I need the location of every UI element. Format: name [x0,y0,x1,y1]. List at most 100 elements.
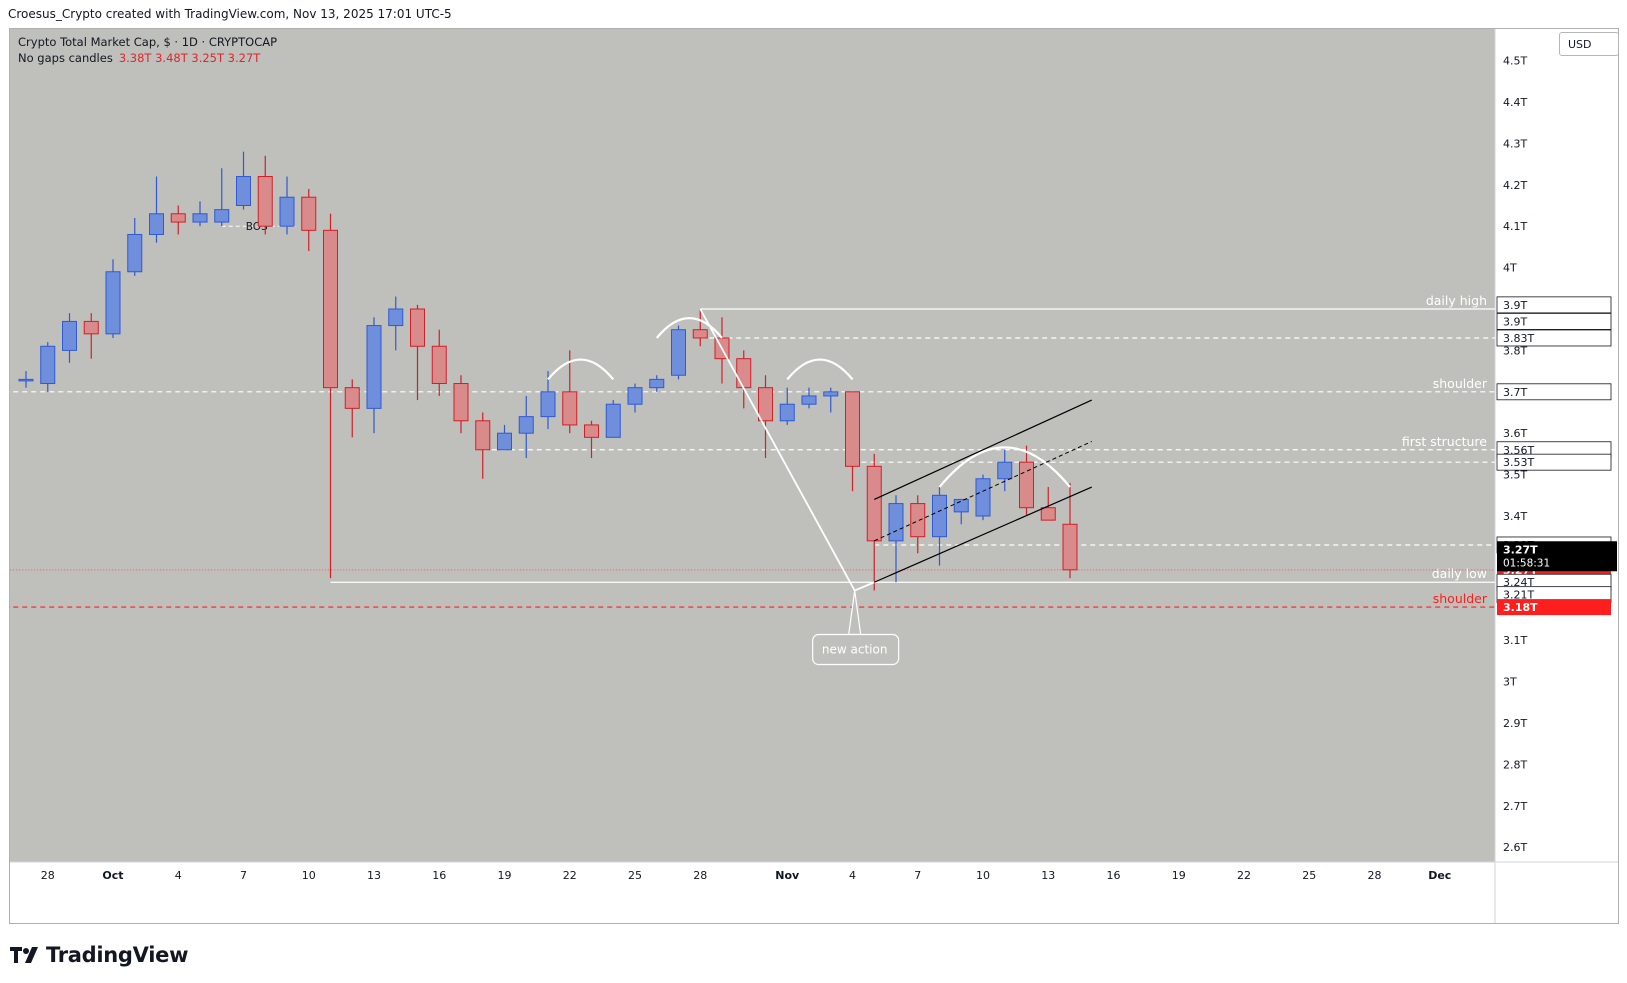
currency-button[interactable]: USD [1559,32,1619,56]
candle [83,313,99,359]
candle-body [431,345,447,385]
candle [540,371,556,430]
candle [888,495,904,583]
candle-body [453,383,469,422]
chart-legend: Crypto Total Market Cap, $ · 1D · CRYPTO… [18,34,277,66]
candle [1062,482,1078,579]
candle-body [170,213,186,223]
candle-body [214,209,230,223]
level-label: daily high [1426,293,1487,308]
price-badge-text: 3.9T [1503,315,1527,328]
price-tick-label: 4.3T [1503,137,1527,150]
candle [997,449,1013,492]
candle [257,155,273,235]
candle-body [1019,461,1034,509]
candle [170,205,186,235]
channel-upper [874,399,1092,500]
trend-line [854,581,875,592]
candle [344,379,360,438]
candle [105,259,121,338]
tradingview-branding: TradingView [10,938,188,972]
time-tick-label: 4 [849,869,856,882]
price-tick-label: 2.8T [1503,758,1527,771]
callout-text: new action [822,643,888,657]
price-tick-label: 4T [1503,262,1517,275]
candle-body [975,478,991,517]
study-name[interactable]: No gaps candles [18,51,113,65]
price-tick-label: 3.5T [1503,469,1527,482]
candle [388,296,404,351]
level-label: first structure [1402,434,1487,449]
candle-body [953,498,969,513]
candle-body [540,391,556,418]
candle-body [866,465,882,542]
candles [18,151,1078,591]
price-badge-text: 3.7T [1503,386,1527,399]
time-tick-label: 25 [1302,869,1316,882]
candle [323,213,338,579]
symbol-title[interactable]: Crypto Total Market Cap, $ · 1D · CRYPTO… [18,35,278,49]
price-badge-text: 3.18T [1503,601,1538,614]
arc-marker [786,358,854,381]
candle [866,453,882,591]
tradingview-wordmark: TradingView [46,943,189,967]
candle [127,217,143,276]
level-label: shoulder [1433,376,1488,391]
price-badge [1496,329,1612,347]
ohlc-values: 3.38T 3.48T 3.25T 3.27T [118,51,261,65]
candle [410,304,425,401]
time-tick-label: 13 [367,869,381,882]
candle [279,176,295,235]
countdown-text: 01:58:31 [1503,557,1550,569]
price-chart[interactable]: 2.6T2.7T2.8T2.9T3T3.1T3.2T3.3T3.4T3.5T3.… [4,28,1619,924]
price-tick-label: 3T [1503,676,1517,689]
price-tick-label: 2.9T [1503,717,1527,730]
time-tick-label: 28 [41,869,55,882]
candle-body [236,176,251,207]
candle-body [605,403,621,438]
price-tick-label: 3.1T [1503,634,1527,647]
price-tick-label: 4.5T [1503,55,1527,68]
price-badge-text: 3.56T [1503,444,1534,457]
candle-body [192,213,208,223]
price-badge [1496,313,1612,330]
candle [671,325,686,380]
time-tick-label: 10 [976,869,990,882]
candle-body [758,387,773,422]
time-tick-label: 7 [240,869,247,882]
chart-frame[interactable]: 2.6T2.7T2.8T2.9T3T3.1T3.2T3.3T3.4T3.5T3.… [4,28,1619,924]
price-badge [1497,599,1611,616]
attribution-bar: Croesus_Crypto created with TradingView.… [0,0,1627,28]
candle-body [105,271,121,335]
price-badge-text: 3.24T [1503,576,1534,589]
candle-body [497,432,512,451]
time-tick-label: Nov [775,869,800,882]
candle [301,188,317,252]
time-tick-label: 22 [1237,869,1251,882]
candle [649,375,665,392]
price-tick-label: 4.1T [1503,220,1527,233]
time-axis-panel [9,862,1495,924]
level-label: shoulder [1433,591,1488,606]
price-badge-text: 3.53T [1503,456,1534,469]
candle [1019,445,1034,516]
arc-marker [547,358,615,381]
candle [497,424,512,451]
channel-lower [874,486,1092,583]
candle-body [279,196,295,227]
candle [562,350,578,434]
chart-border [9,28,1619,924]
time-tick-label: 22 [563,869,577,882]
time-tick-label: 10 [302,869,316,882]
channel-middle [874,441,1092,542]
price-badge-text: 3.21T [1503,589,1534,602]
candle [584,420,599,459]
candle-body [344,387,360,409]
candle-body [692,329,708,339]
candle-body [127,233,143,273]
candle [605,400,621,438]
candle-body [801,395,817,405]
time-tick-label: 25 [628,869,642,882]
candle [214,168,230,227]
callout-box [812,633,900,666]
